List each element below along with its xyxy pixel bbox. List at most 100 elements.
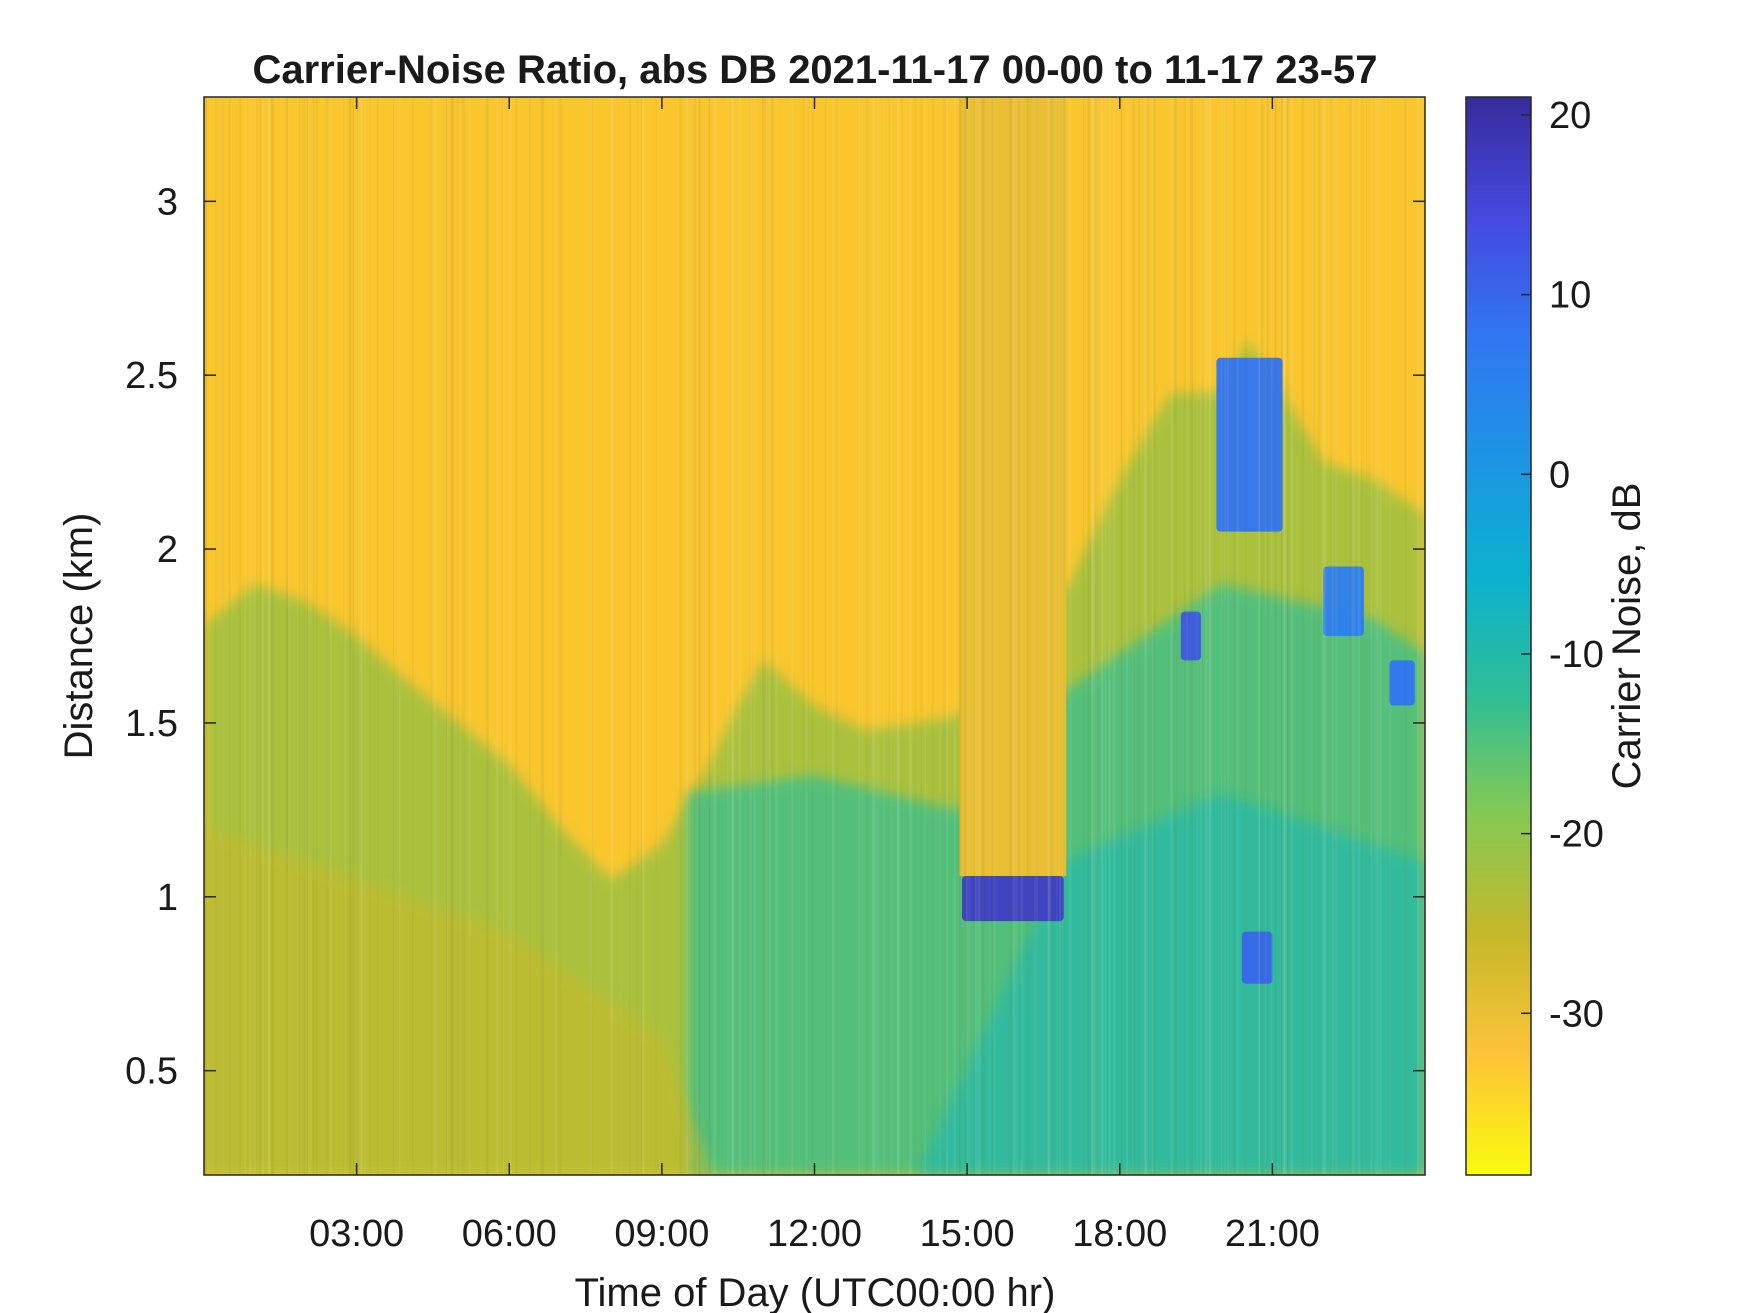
plot-area — [204, 97, 1425, 1175]
texture-stripe — [858, 97, 861, 1175]
texture-stripe — [486, 97, 489, 1175]
texture-stripe — [727, 97, 729, 1175]
texture-stripe — [559, 97, 562, 1175]
texture-stripe — [888, 97, 891, 1175]
texture-stripe — [988, 97, 991, 1175]
texture-stripe — [964, 97, 967, 1175]
texture-stripe — [640, 97, 642, 1175]
texture-stripe — [920, 97, 923, 1175]
texture-stripe — [1287, 97, 1290, 1175]
texture-stripe — [749, 97, 752, 1175]
texture-stripe — [1310, 97, 1313, 1175]
y-tick-label: 1.5 — [125, 703, 178, 745]
texture-stripe — [1131, 97, 1135, 1175]
colorbar-tick-label: 10 — [1549, 275, 1591, 317]
texture-stripe — [1226, 97, 1228, 1175]
texture-stripe — [461, 97, 465, 1175]
texture-stripe — [1120, 97, 1122, 1175]
x-axis: 03:00 06:00 09:00 12:00 15:00 18:00 21:00 — [309, 97, 1320, 1255]
texture-stripe — [267, 97, 271, 1175]
texture-stripe — [541, 97, 545, 1175]
x-tick-label: 09:00 — [614, 1213, 709, 1255]
texture-stripe — [369, 97, 371, 1175]
texture-stripe — [238, 97, 242, 1175]
texture-stripe — [708, 97, 711, 1175]
texture-stripe — [1059, 97, 1061, 1175]
texture-stripe — [495, 97, 499, 1175]
texture-stripe — [502, 97, 505, 1175]
texture-stripe — [329, 97, 332, 1175]
texture-stripe — [765, 97, 768, 1175]
texture-stripe — [445, 97, 448, 1175]
texture-stripe — [468, 97, 471, 1175]
texture-stripe — [412, 97, 414, 1175]
texture-stripe — [1281, 97, 1283, 1175]
texture-stripe — [555, 97, 557, 1175]
texture-stripe — [1094, 97, 1097, 1175]
texture-stripe — [348, 97, 351, 1175]
texture-stripe — [909, 97, 912, 1175]
texture-stripe — [1190, 97, 1194, 1175]
texture-stripe — [641, 97, 645, 1175]
y-tick-label: 0.5 — [125, 1051, 178, 1093]
texture-stripe — [1009, 97, 1012, 1175]
texture-stripe — [539, 97, 543, 1175]
texture-stripe — [228, 97, 231, 1175]
texture-stripe — [393, 97, 395, 1175]
texture-stripe — [363, 97, 367, 1175]
texture-stripe — [636, 97, 639, 1175]
texture-stripe — [883, 97, 885, 1175]
texture-stripe — [376, 97, 379, 1175]
texture-stripe — [762, 97, 765, 1175]
feature-2 — [1180, 611, 1202, 661]
texture-stripe — [738, 97, 741, 1175]
texture-stripe — [978, 97, 981, 1175]
x-tick-label: 21:00 — [1225, 1213, 1320, 1255]
texture-stripe — [361, 97, 364, 1175]
y-tick-label: 1 — [157, 877, 178, 919]
texture-stripe — [688, 97, 691, 1175]
texture-stripe — [775, 97, 778, 1175]
colorbar-label: Carrier Noise, dB — [1605, 483, 1649, 790]
texture-stripe — [1087, 97, 1090, 1175]
heatmap-texture — [204, 97, 1422, 1175]
texture-stripe — [1153, 97, 1156, 1175]
texture-stripe — [1094, 97, 1097, 1175]
texture-stripe — [1265, 97, 1267, 1175]
colorbar-tick-label: -30 — [1549, 993, 1604, 1035]
texture-stripe — [825, 97, 827, 1175]
texture-stripe — [446, 97, 449, 1175]
texture-stripe — [1374, 97, 1376, 1175]
texture-stripe — [1284, 97, 1287, 1175]
texture-stripe — [1056, 97, 1058, 1175]
texture-stripe — [1186, 97, 1188, 1175]
texture-stripe — [1208, 97, 1212, 1175]
texture-stripe — [749, 97, 751, 1175]
texture-stripe — [981, 97, 985, 1175]
texture-stripe — [1061, 97, 1065, 1175]
texture-stripe — [1137, 97, 1140, 1175]
texture-stripe — [610, 97, 613, 1175]
feature-3 — [1241, 931, 1273, 984]
texture-stripe — [1258, 97, 1261, 1175]
texture-stripe — [1266, 97, 1269, 1175]
texture-stripe — [398, 97, 401, 1175]
texture-stripe — [352, 97, 354, 1175]
texture-stripe — [288, 97, 291, 1175]
texture-stripe — [1317, 97, 1321, 1175]
texture-stripe — [942, 97, 946, 1175]
texture-stripe — [1108, 97, 1111, 1175]
texture-stripe — [791, 97, 794, 1175]
texture-stripe — [1204, 97, 1208, 1175]
texture-stripe — [271, 97, 273, 1175]
texture-stripe — [896, 97, 900, 1175]
heatmap-layer — [204, 97, 1425, 1175]
texture-stripe — [731, 97, 734, 1175]
texture-stripe — [1026, 97, 1029, 1175]
texture-stripe — [1048, 97, 1050, 1175]
texture-stripe — [802, 97, 805, 1175]
texture-stripe — [713, 97, 717, 1175]
x-tick-label: 06:00 — [462, 1213, 557, 1255]
texture-stripe — [1389, 97, 1391, 1175]
texture-stripe — [343, 97, 345, 1175]
